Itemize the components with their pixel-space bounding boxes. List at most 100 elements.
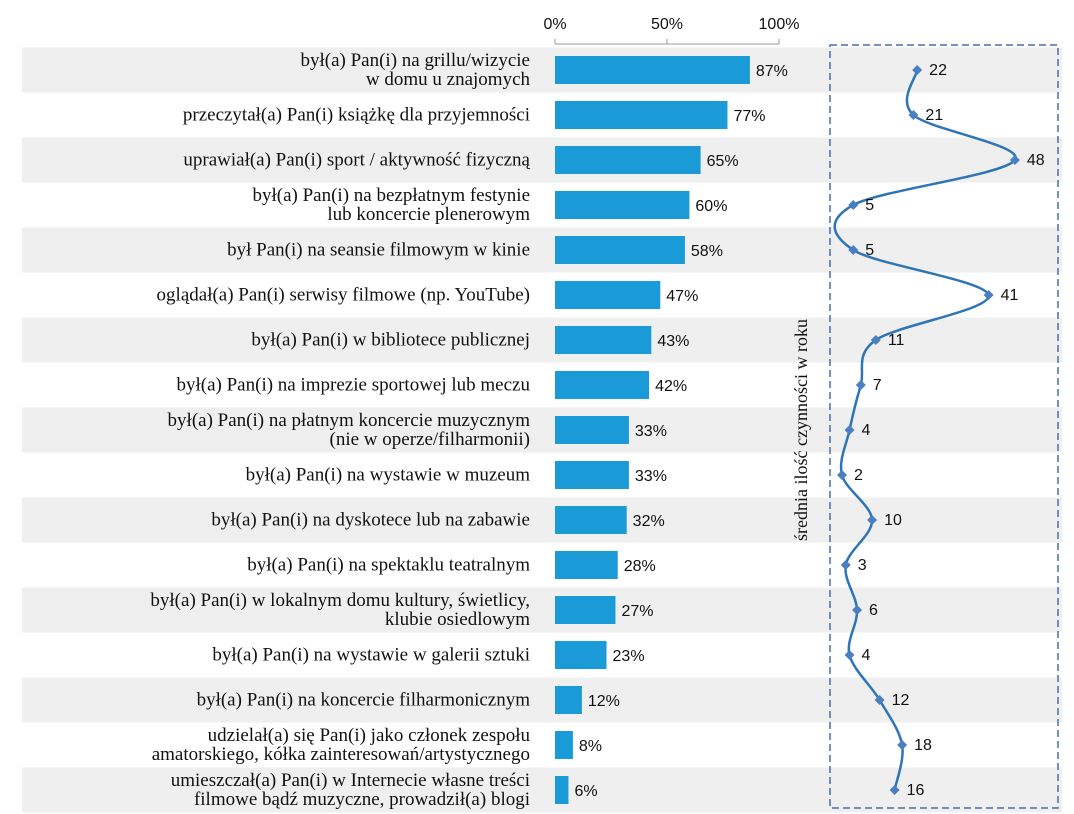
line-marker (852, 605, 863, 615)
bar-value-label: 28% (624, 558, 656, 575)
line-panel-border (829, 44, 1059, 809)
bar (555, 236, 685, 264)
line-value-label: 3 (858, 557, 867, 574)
line-value-label: 18 (914, 737, 932, 754)
line-value-label: 2 (854, 467, 863, 484)
line-marker (874, 695, 885, 705)
bar (555, 101, 728, 129)
row-stripe (22, 227, 1062, 273)
bar (555, 596, 616, 624)
category-label: udzielał(a) się Pan(i) jako członek zesp… (151, 725, 530, 765)
bar-value-label: 43% (657, 333, 689, 350)
line-value-label: 7 (873, 377, 882, 394)
x-tick-label: 0% (543, 16, 566, 33)
row-stripe (22, 317, 1062, 363)
line-marker (889, 785, 900, 795)
category-label: był(a) Pan(i) na dyskotece lub na zabawi… (211, 509, 530, 531)
category-label: przeczytał(a) Pan(i) książkę dla przyjem… (182, 104, 530, 126)
category-label: był(a) Pan(i) na płatnym koncercie muzyc… (167, 410, 530, 450)
row-stripe (22, 767, 1062, 813)
category-label: był(a) Pan(i) na wystawie w muzeum (245, 464, 530, 486)
bar-value-label: 32% (633, 513, 665, 530)
bar-value-label: 23% (613, 648, 645, 665)
bar (555, 776, 569, 804)
line-value-label: 22 (929, 62, 947, 79)
line-value-label: 6 (869, 602, 878, 619)
line-marker (844, 650, 855, 660)
row-stripe (22, 407, 1062, 453)
line-value-label: 4 (862, 647, 871, 664)
bar (555, 731, 573, 759)
bar (555, 416, 629, 444)
bar (555, 191, 690, 219)
bar-value-label: 65% (707, 153, 739, 170)
category-label: był(a) Pan(i) na spektaklu teatralnym (247, 554, 530, 576)
category-label: umieszczał(a) Pan(i) w Internecie własne… (170, 770, 530, 810)
row-stripe (22, 47, 1062, 93)
line-marker (908, 110, 919, 120)
line-value-label: 5 (865, 197, 874, 214)
bar (555, 686, 582, 714)
bar (555, 461, 629, 489)
line-marker (912, 65, 923, 75)
bar-value-label: 8% (579, 738, 602, 755)
line-marker (897, 740, 908, 750)
line-marker (870, 335, 881, 345)
line-marker (855, 380, 866, 390)
x-tick-label: 100% (759, 16, 800, 33)
category-label: był(a) Pan(i) na bezpłatnym festynie lub… (252, 185, 530, 225)
bar-value-label: 12% (588, 693, 620, 710)
bar (555, 371, 650, 399)
category-label: był(a) Pan(i) w bibliotece publicznej (251, 329, 530, 351)
bar-value-label: 60% (695, 198, 727, 215)
category-label: był(a) Pan(i) na grillu/wizycie w domu u… (300, 50, 530, 90)
category-label: był(a) Pan(i) na koncercie filharmoniczn… (196, 689, 530, 711)
bar (555, 641, 607, 669)
bar-value-label: 87% (756, 63, 788, 80)
bar (555, 281, 661, 309)
line-marker (848, 200, 859, 210)
line-value-label: 21 (925, 107, 943, 124)
line-axis-title: średnia ilość czynności w roku (791, 319, 811, 541)
bar-value-label: 58% (691, 243, 723, 260)
line-value-label: 16 (907, 782, 925, 799)
bar-value-label: 77% (733, 108, 765, 125)
line-marker (840, 560, 851, 570)
line-value-label: 5 (865, 242, 874, 259)
bar (555, 146, 701, 174)
bar-value-label: 42% (655, 378, 687, 395)
row-stripe (22, 137, 1062, 183)
line-marker (837, 470, 848, 480)
line-marker (983, 290, 994, 300)
bar (555, 551, 618, 579)
line-value-label: 4 (862, 422, 871, 439)
category-label: oglądał(a) Pan(i) serwisy filmowe (np. Y… (156, 284, 530, 306)
category-label: był(a) Pan(i) w lokalnym domu kultury, ś… (150, 590, 530, 630)
line-value-label: 48 (1027, 152, 1045, 169)
line-marker (1009, 155, 1020, 165)
bar-value-label: 33% (635, 423, 667, 440)
line-marker (848, 245, 859, 255)
line-value-label: 11 (888, 332, 905, 349)
line-marker (844, 425, 855, 435)
row-stripe (22, 497, 1062, 543)
row-stripe (22, 587, 1062, 633)
category-label: był(a) Pan(i) na imprezie sportowej lub … (176, 374, 531, 396)
x-tick-label: 50% (651, 16, 683, 33)
line-marker (867, 515, 878, 525)
line-value-label: 41 (1001, 287, 1019, 304)
line-value-label: 12 (892, 692, 910, 709)
line-value-label: 10 (884, 512, 902, 529)
category-label: był(a) Pan(i) na wystawie w galerii sztu… (212, 644, 530, 666)
category-label: uprawiał(a) Pan(i) sport / aktywność fiz… (183, 149, 530, 171)
bar (555, 506, 627, 534)
category-label: był Pan(i) na seansie filmowym w kinie (227, 239, 530, 261)
bar-value-label: 6% (574, 783, 597, 800)
bar-value-label: 47% (666, 288, 698, 305)
bar (555, 326, 652, 354)
bar-value-label: 33% (635, 468, 667, 485)
bar (555, 56, 750, 84)
bar-value-label: 27% (621, 603, 653, 620)
